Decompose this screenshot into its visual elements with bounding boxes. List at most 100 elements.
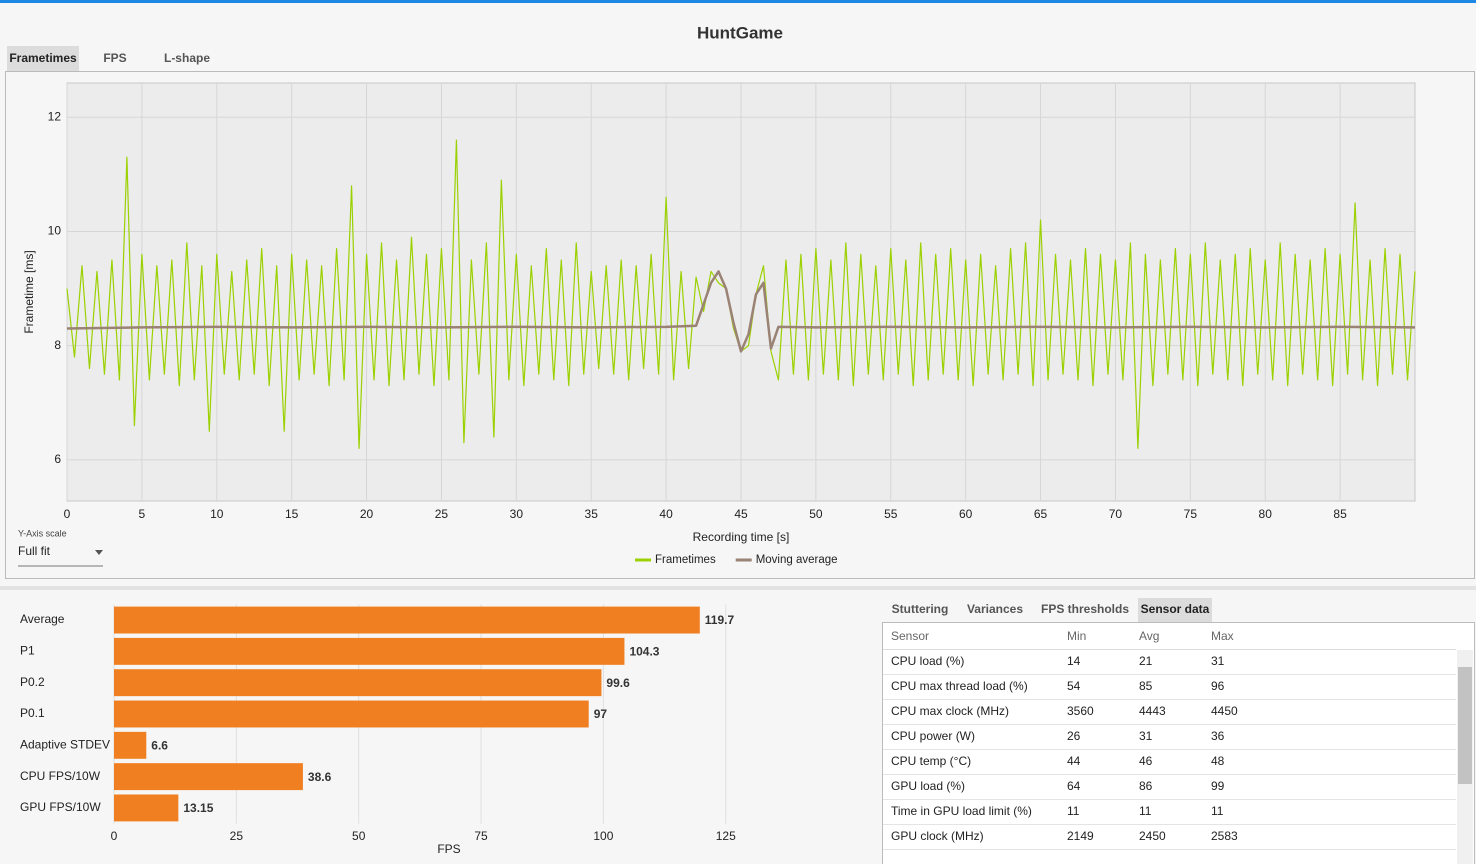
value-label: 97 (594, 707, 608, 721)
x-tick-label: 125 (716, 829, 736, 843)
tab-highlight (1138, 598, 1212, 622)
x-tick-label: 0 (64, 507, 71, 521)
bar (114, 637, 625, 665)
x-tick-label: 65 (1034, 507, 1048, 521)
y-tick-label: 10 (48, 224, 62, 238)
table-cell: 85 (1139, 679, 1153, 693)
x-tick-label: 20 (360, 507, 374, 521)
table-cell: CPU power (W) (891, 729, 975, 743)
x-tick-label: 60 (959, 507, 973, 521)
table-cell: 64 (1067, 779, 1081, 793)
table-cell: 36 (1211, 729, 1225, 743)
tab[interactable]: Stuttering (892, 602, 949, 616)
x-tick-label: 55 (884, 507, 898, 521)
legend-label: Moving average (756, 554, 838, 566)
tab[interactable]: FPS (103, 51, 126, 65)
table-cell: 46 (1139, 754, 1153, 768)
tab[interactable]: Frametimes (9, 51, 77, 65)
table-cell: 2149 (1067, 829, 1094, 843)
table-header: Sensor (891, 629, 929, 643)
table-cell: 44 (1067, 754, 1081, 768)
x-tick-label: 25 (435, 507, 449, 521)
value-label: 13.15 (183, 801, 213, 815)
table-cell: 26 (1067, 729, 1081, 743)
tab-highlight (7, 46, 79, 71)
bar (114, 731, 147, 759)
table-cell: 99 (1211, 779, 1225, 793)
x-tick-label: 75 (474, 829, 488, 843)
x-axis-title: Recording time [s] (693, 530, 790, 544)
x-tick-label: 85 (1333, 507, 1347, 521)
table-cell: 11 (1211, 804, 1224, 818)
x-tick-label: 35 (585, 507, 599, 521)
y-tick-label: 8 (54, 338, 61, 352)
x-tick-label: 45 (734, 507, 748, 521)
table-cell: 54 (1067, 679, 1081, 693)
table-header: Min (1067, 629, 1086, 643)
x-tick-label: 75 (1184, 507, 1198, 521)
table-cell: 21 (1139, 654, 1153, 668)
table-cell: 4443 (1139, 704, 1166, 718)
x-tick-label: 15 (285, 507, 299, 521)
x-tick-label: 40 (659, 507, 673, 521)
tab[interactable]: L-shape (164, 51, 210, 65)
x-tick-label: 50 (352, 829, 366, 843)
table-cell: CPU max thread load (%) (891, 679, 1028, 693)
table-cell: 11 (1067, 804, 1080, 818)
tab[interactable]: Variances (967, 602, 1023, 616)
table-panel (882, 622, 1475, 864)
category-label: GPU FPS/10W (20, 800, 101, 814)
value-label: 38.6 (308, 770, 332, 784)
table-cell: 4450 (1211, 704, 1238, 718)
table-cell: 48 (1211, 754, 1225, 768)
series-line (66, 270, 1416, 353)
category-label: P0.2 (20, 675, 45, 689)
category-label: P0.1 (20, 706, 45, 720)
scrollbar-thumb[interactable] (1458, 667, 1472, 784)
table-cell: 86 (1139, 779, 1153, 793)
y-tick-label: 6 (54, 452, 61, 466)
bar (114, 606, 700, 634)
x-tick-label: 70 (1109, 507, 1123, 521)
x-tick-label: 10 (210, 507, 224, 521)
legend-label: Frametimes (655, 554, 716, 566)
bar (114, 700, 589, 728)
x-tick-label: 50 (809, 507, 823, 521)
table-cell: 31 (1139, 729, 1153, 743)
dropdown-arrow[interactable] (95, 550, 103, 555)
table-cell: 2450 (1139, 829, 1166, 843)
dropdown-value[interactable]: Full fit (18, 544, 51, 558)
table-cell: CPU temp (°C) (891, 754, 971, 768)
bar (114, 669, 602, 697)
table-header: Avg (1139, 629, 1159, 643)
value-label: 99.6 (606, 676, 630, 690)
x-axis-title: FPS (437, 842, 460, 856)
table-header: Max (1211, 629, 1234, 643)
top-bar (0, 0, 1476, 3)
table-cell: 2583 (1211, 829, 1238, 843)
splitter (0, 586, 1476, 590)
value-label: 104.3 (629, 645, 659, 659)
table-cell: 11 (1139, 804, 1152, 818)
bar (114, 794, 179, 822)
category-label: Adaptive STDEV (20, 737, 110, 751)
table-cell: CPU load (%) (891, 654, 964, 668)
y-axis-title: Frametime [ms] (22, 250, 36, 333)
value-label: 119.7 (705, 613, 735, 627)
x-tick-label: 5 (139, 507, 146, 521)
tab[interactable]: FPS thresholds (1041, 602, 1129, 616)
table-cell: GPU load (%) (891, 779, 965, 793)
x-tick-label: 100 (593, 829, 613, 843)
tab[interactable]: Sensor data (1141, 602, 1210, 616)
x-tick-label: 25 (230, 829, 244, 843)
table-cell: GPU clock (MHz) (891, 829, 984, 843)
table-cell: Time in GPU load limit (%) (891, 804, 1032, 818)
table-cell: 96 (1211, 679, 1225, 693)
y-tick-label: 12 (48, 109, 62, 123)
table-cell: CPU max clock (MHz) (891, 704, 1009, 718)
x-tick-label: 30 (510, 507, 524, 521)
x-tick-label: 80 (1259, 507, 1273, 521)
app-title: HuntGame (697, 23, 783, 42)
control-label: Y-Axis scale (18, 528, 67, 538)
